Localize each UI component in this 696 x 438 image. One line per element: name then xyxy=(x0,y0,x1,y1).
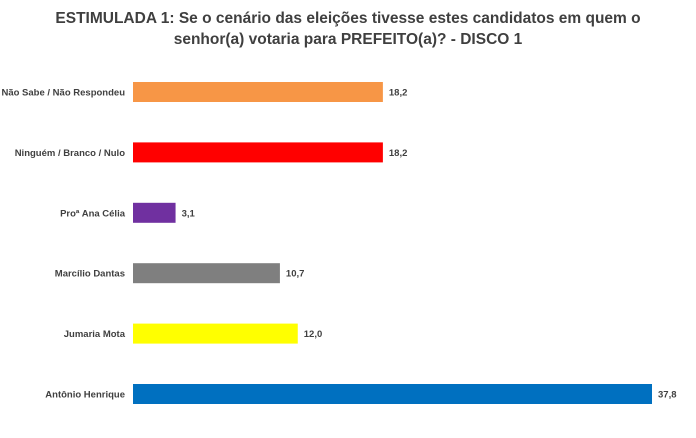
chart-title-line-1: ESTIMULADA 1: Se o cenário das eleições … xyxy=(55,10,641,27)
chart-title-line-2: senhor(a) votaria para PREFEITO(a)? - DI… xyxy=(173,31,523,48)
bar xyxy=(133,142,383,163)
data-label: 10,7 xyxy=(286,269,305,280)
plot-area: Não Sabe / Não Respondeu 18,2 Ninguém / Br… xyxy=(1,82,677,404)
bar xyxy=(133,384,652,404)
category-label: Jumaria Mota xyxy=(64,329,126,340)
data-label: 3,1 xyxy=(182,208,196,219)
bar xyxy=(133,202,176,223)
category-label: Antônio Henrique xyxy=(45,390,125,401)
bar xyxy=(133,82,383,102)
data-label: 12,0 xyxy=(304,329,323,340)
category-label: Marcílio Dantas xyxy=(55,269,125,280)
category-label: Proª Ana Célia xyxy=(60,208,126,219)
bar xyxy=(133,263,280,284)
chart-title: ESTIMULADA 1: Se o cenário das eleições … xyxy=(40,8,656,50)
bar xyxy=(133,323,298,344)
data-label: 18,2 xyxy=(389,148,408,159)
data-label: 18,2 xyxy=(389,88,408,99)
data-label: 37,8 xyxy=(658,390,677,401)
category-label: Ninguém / Branco / Nulo xyxy=(15,148,126,159)
category-label: Não Sabe / Não Respondeu xyxy=(1,88,125,99)
